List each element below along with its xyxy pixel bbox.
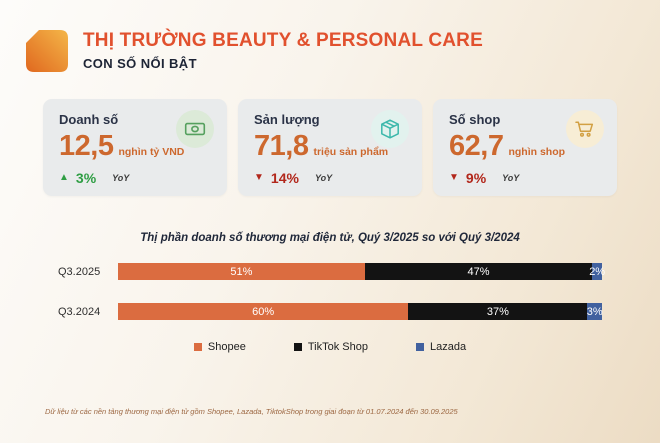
trend-down-icon: ▼ <box>449 172 459 183</box>
kpi-title: Sản lượng <box>254 112 320 127</box>
trend-up-icon: ▲ <box>59 172 69 183</box>
legend-swatch-shopee <box>193 343 202 351</box>
page-title: THỊ TRƯỜNG BEAUTY & PERSONAL CARE <box>83 30 483 51</box>
kpi-cards: Doanh số 12,5 nghìn tỷ VND ▲ 3% YoY Sản … <box>0 99 660 196</box>
bar-category-label: Q3.2025 <box>58 265 101 278</box>
legend-item-shopee: Shopee <box>193 341 246 353</box>
bar-segment-tiktok-shop: 37% <box>408 303 588 320</box>
bar-value-label: 3% <box>586 305 603 318</box>
kpi-yoy-label: YoY <box>502 173 520 183</box>
bar-value-label: 47% <box>467 265 490 278</box>
page-subtitle: CON SỐ NỔI BẬT <box>83 56 197 71</box>
legend-item-lazada: Lazada <box>415 341 467 353</box>
bar-segment-shopee: 60% <box>118 303 409 320</box>
trend-down-icon: ▼ <box>254 172 264 183</box>
kpi-value: 71,8 <box>254 130 309 162</box>
bar-segment-shopee: 51% <box>118 263 365 280</box>
legend-label: Lazada <box>429 341 467 353</box>
kpi-unit: nghìn tỷ VND <box>118 146 185 158</box>
kpi-yoy-label: YoY <box>314 173 333 183</box>
kpi-card-revenue: Doanh số 12,5 nghìn tỷ VND ▲ 3% YoY <box>43 99 227 196</box>
bar-segment-lazada: 3% <box>586 303 603 320</box>
legend-swatch-tiktok-shop <box>293 343 302 351</box>
kpi-title: Số shop <box>449 112 501 127</box>
kpi-change: 14% <box>270 170 299 186</box>
kpi-value: 12,5 <box>59 130 114 162</box>
bar-value-label: 2% <box>589 265 606 278</box>
kpi-unit: triệu sản phẩm <box>313 146 389 158</box>
kpi-change-row: ▼ 9% YoY <box>449 170 603 186</box>
package-icon <box>371 110 409 148</box>
header: THỊ TRƯỜNG BEAUTY & PERSONAL CARE CON SỐ… <box>0 0 660 74</box>
kpi-yoy-label: YoY <box>112 173 130 183</box>
bar-value-label: 51% <box>230 265 253 278</box>
bar-track: 60% 37% 3% <box>118 303 603 320</box>
bar-value-label: 37% <box>486 305 509 318</box>
bar-value-label: 60% <box>252 305 275 318</box>
kpi-unit: nghìn shop <box>508 146 566 158</box>
kpi-title: Doanh số <box>59 112 119 127</box>
chart-title: Thị phần doanh số thương mại điện tử, Qu… <box>140 232 520 244</box>
chart-legend: Shopee TikTok Shop Lazada <box>0 341 660 353</box>
header-text: THỊ TRƯỜNG BEAUTY & PERSONAL CARE CON SỐ… <box>83 28 483 71</box>
kpi-value-row: 62,7 nghìn shop <box>449 132 603 161</box>
cart-icon <box>566 110 604 148</box>
legend-label: Shopee <box>207 341 246 353</box>
legend-label: TikTok Shop <box>307 341 368 353</box>
kpi-change: 9% <box>465 170 487 186</box>
kpi-value-row: 12,5 nghìn tỷ VND <box>59 132 213 161</box>
kpi-value-row: 71,8 triệu sản phẩm <box>254 132 408 161</box>
kpi-change: 3% <box>75 170 97 186</box>
legend-item-tiktok-shop: TikTok Shop <box>293 341 368 353</box>
bar-row-q3-2025: Q3.2025 51% 47% 2% <box>0 263 660 280</box>
legend-swatch-lazada <box>415 343 424 351</box>
brand-logo-icon <box>24 28 70 74</box>
market-share-chart: Thị phần doanh số thương mại điện tử, Qu… <box>0 232 660 353</box>
bar-track: 51% 47% 2% <box>118 263 606 280</box>
bar-segment-tiktok-shop: 47% <box>364 263 593 280</box>
kpi-value: 62,7 <box>449 130 504 162</box>
kpi-card-volume: Sản lượng 71,8 triệu sản phẩm ▼ 14% YoY <box>238 99 422 196</box>
banknote-icon <box>176 110 214 148</box>
kpi-change-row: ▲ 3% YoY <box>59 170 213 186</box>
bar-segment-lazada: 2% <box>589 263 606 280</box>
kpi-change-row: ▼ 14% YoY <box>254 170 408 186</box>
bar-row-q3-2024: Q3.2024 60% 37% 3% <box>0 303 660 320</box>
source-footnote: Dữ liệu từ các nền tảng thương mại điện … <box>45 407 458 416</box>
bar-category-label: Q3.2024 <box>58 305 101 318</box>
kpi-card-shops: Số shop 62,7 nghìn shop ▼ 9% YoY <box>433 99 617 196</box>
